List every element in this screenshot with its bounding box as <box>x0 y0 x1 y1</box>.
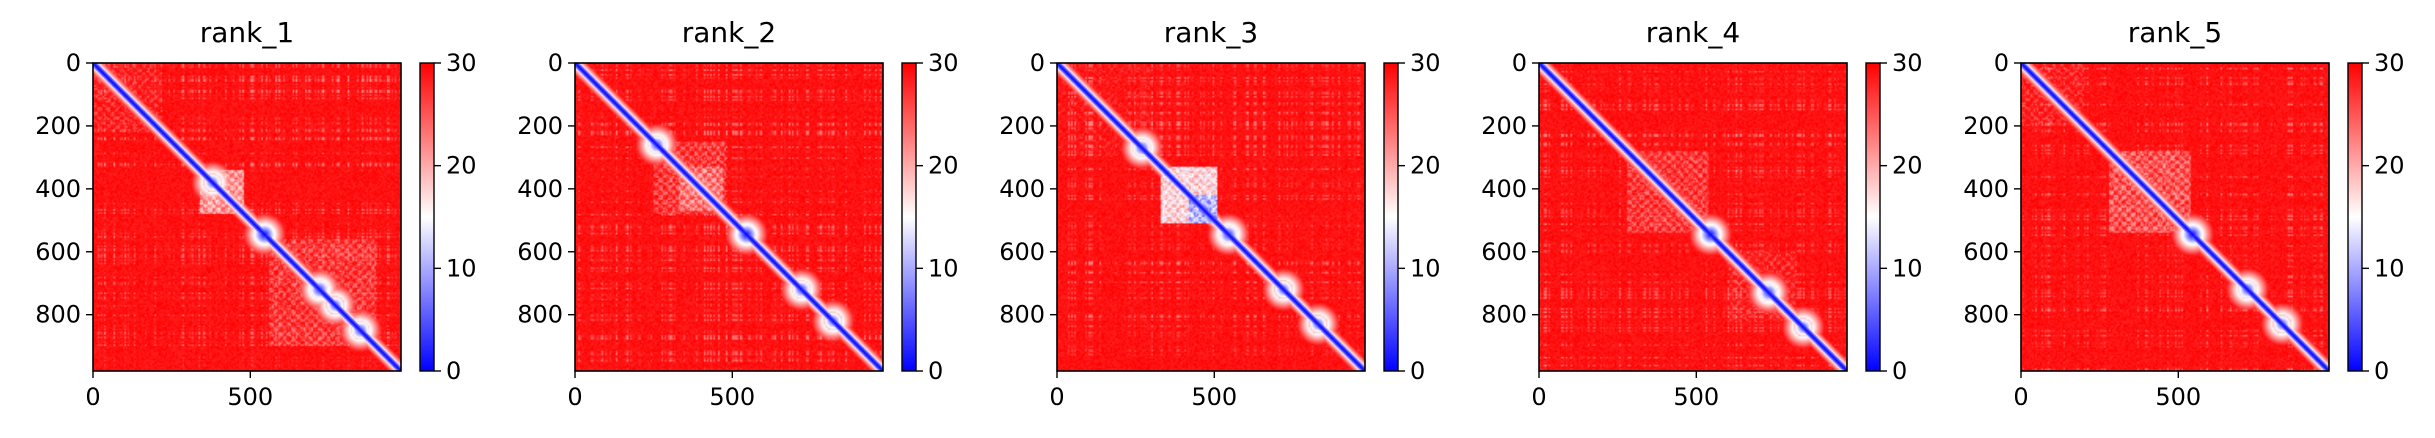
heatmap-image <box>1057 63 1365 371</box>
axes-frame <box>1538 62 1848 372</box>
axes-frame <box>2020 62 2330 372</box>
y-tick-label: 0 <box>1030 49 1045 77</box>
colorbar-tick-label: 0 <box>1410 357 1425 385</box>
heatmap-panel: rank_4 0 200 400 600 800 0 500 0 10 20 30 <box>1481 16 1922 411</box>
colorbar-tick-label: 10 <box>2374 254 2405 282</box>
colorbar-tick-label: 0 <box>2374 357 2389 385</box>
axes-frame <box>92 62 402 372</box>
y-tick-label: 400 <box>517 175 563 203</box>
y-tick-label: 400 <box>1481 175 1527 203</box>
x-tick-label: 500 <box>227 383 273 411</box>
y-tick-label: 600 <box>1963 238 2009 266</box>
heatmap-image <box>2021 63 2329 371</box>
axes-frame <box>1056 62 1366 372</box>
y-tick-label: 800 <box>35 301 81 329</box>
colorbar-tick-label: 20 <box>1410 152 1441 180</box>
x-tick-label: 500 <box>1673 383 1719 411</box>
y-tick-label: 200 <box>517 112 563 140</box>
y-tick-label: 600 <box>1481 238 1527 266</box>
heatmap-panel: rank_1 0 200 400 600 800 0 500 0 10 20 30 <box>35 16 476 411</box>
x-tick-label: 0 <box>567 383 582 411</box>
y-tick-label: 600 <box>35 238 81 266</box>
colorbar-tick-label: 10 <box>1892 254 1923 282</box>
colorbar-tick-label: 10 <box>928 254 959 282</box>
heatmap-image <box>93 63 401 371</box>
colorbar-tick-label: 0 <box>928 357 943 385</box>
panel-title: rank_4 <box>1646 16 1740 49</box>
panel-title: rank_3 <box>1164 16 1258 49</box>
colorbar-tick-label: 20 <box>2374 152 2405 180</box>
heatmap-panel: rank_2 0 200 400 600 800 0 500 0 10 20 30 <box>517 16 958 411</box>
y-tick-label: 200 <box>35 112 81 140</box>
y-tick-label: 400 <box>1963 175 2009 203</box>
panel-title: rank_2 <box>682 16 776 49</box>
y-tick-label: 200 <box>999 112 1045 140</box>
x-tick-label: 500 <box>1191 383 1237 411</box>
x-tick-label: 500 <box>709 383 755 411</box>
y-tick-label: 800 <box>517 301 563 329</box>
colorbar-tick-label: 30 <box>1892 49 1923 77</box>
heatmap-image <box>575 63 883 371</box>
y-tick-label: 800 <box>999 301 1045 329</box>
y-tick-label: 0 <box>1994 49 2009 77</box>
colorbar-tick-label: 0 <box>1892 357 1907 385</box>
y-tick-label: 800 <box>1963 301 2009 329</box>
y-tick-label: 400 <box>35 175 81 203</box>
colorbar <box>1383 62 1399 372</box>
panel-title: rank_1 <box>200 16 294 49</box>
colorbar-tick-label: 30 <box>2374 49 2405 77</box>
y-tick-label: 0 <box>548 49 563 77</box>
axes-frame <box>574 62 884 372</box>
x-tick-label: 0 <box>2013 383 2028 411</box>
colorbar-tick-label: 30 <box>1410 49 1441 77</box>
panel-title: rank_5 <box>2128 16 2222 49</box>
colorbar-tick-label: 10 <box>1410 254 1441 282</box>
y-tick-label: 600 <box>999 238 1045 266</box>
y-tick-label: 600 <box>517 238 563 266</box>
colorbar-tick-label: 20 <box>1892 152 1923 180</box>
x-tick-label: 0 <box>1531 383 1546 411</box>
x-tick-label: 0 <box>85 383 100 411</box>
colorbar <box>419 62 435 372</box>
y-tick-label: 0 <box>66 49 81 77</box>
heatmap-image <box>1539 63 1847 371</box>
x-tick-label: 0 <box>1049 383 1064 411</box>
colorbar-tick-label: 0 <box>446 357 461 385</box>
heatmap-panel: rank_3 0 200 400 600 800 0 500 0 10 20 30 <box>999 16 1440 411</box>
colorbar <box>2347 62 2363 372</box>
y-tick-label: 400 <box>999 175 1045 203</box>
colorbar-tick-label: 30 <box>928 49 959 77</box>
colorbar-tick-label: 20 <box>928 152 959 180</box>
colorbar-tick-label: 30 <box>446 49 477 77</box>
colorbar <box>901 62 917 372</box>
colorbar-tick-label: 10 <box>446 254 477 282</box>
colorbar-tick-label: 20 <box>446 152 477 180</box>
y-tick-label: 0 <box>1512 49 1527 77</box>
y-tick-label: 800 <box>1481 301 1527 329</box>
x-tick-label: 500 <box>2155 383 2201 411</box>
y-tick-label: 200 <box>1481 112 1527 140</box>
colorbar <box>1865 62 1881 372</box>
heatmap-panel: rank_5 0 200 400 600 800 0 500 0 10 20 30 <box>1963 16 2404 411</box>
y-tick-label: 200 <box>1963 112 2009 140</box>
